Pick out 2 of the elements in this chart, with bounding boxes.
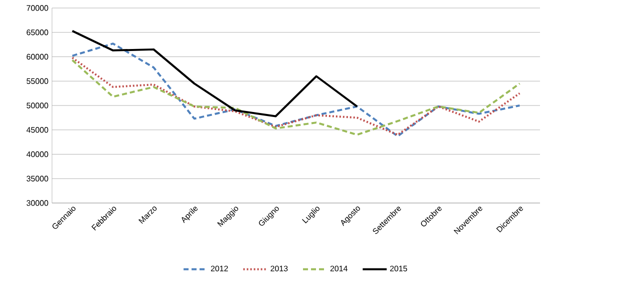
- line-series: [71, 30, 358, 118]
- line-series: [71, 42, 521, 138]
